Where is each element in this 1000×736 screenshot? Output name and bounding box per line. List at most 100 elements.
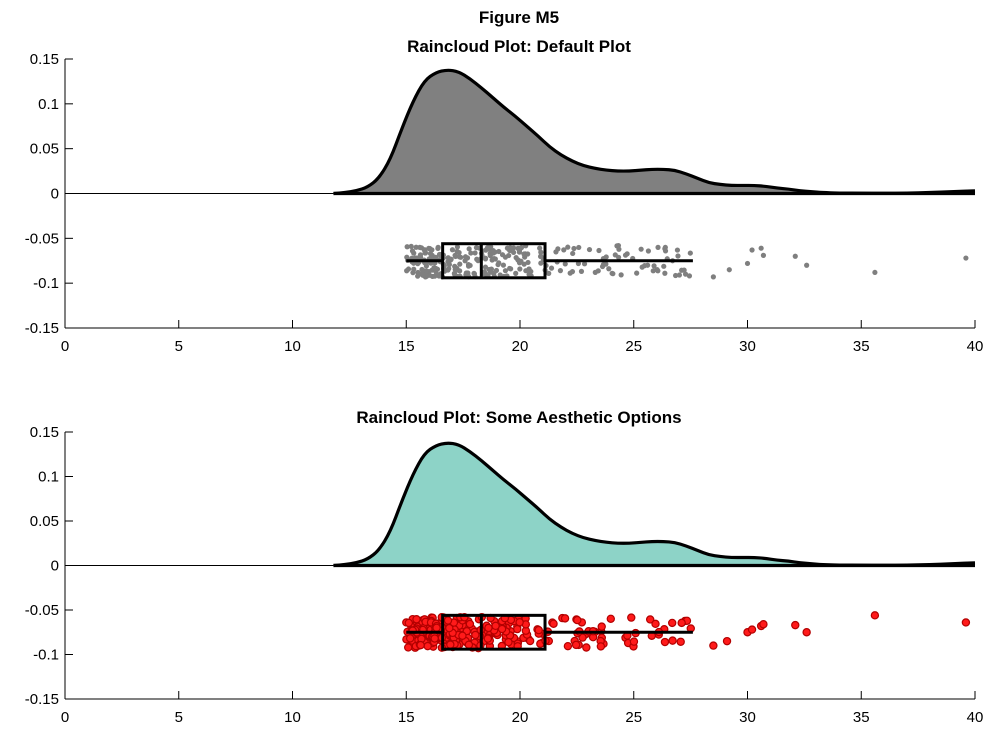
rain-point [496,260,502,266]
rain-point [677,618,686,628]
rain-point [624,251,630,257]
rain-point [668,618,677,628]
rain-point [422,247,428,253]
rain-point [404,244,410,250]
rain-point [462,254,469,260]
rain-point-outlier [791,620,800,630]
x-tick-label: 25 [625,338,642,355]
rain-point [446,261,452,268]
rain-point [609,270,615,276]
rain-point [435,244,441,250]
rain-point [528,268,534,275]
rain-point [507,265,513,272]
rain-point [662,248,669,254]
rain-point-outlier [804,262,810,268]
y-tick-label: -0.15 [25,691,59,708]
rain-point [462,258,468,264]
rain-point [465,270,471,276]
rain-point [548,265,555,271]
rain-point-outlier [792,253,798,259]
rain-point [516,247,523,254]
rain-point-outlier [722,636,732,646]
rain-point [675,253,681,259]
rain-point [603,254,609,260]
rain-point [457,261,463,267]
rain-point [416,254,422,261]
rain-point [645,248,651,254]
rain-point [682,271,689,277]
x-tick-label: 35 [853,709,870,726]
rain-point [468,250,474,256]
rain-point [430,634,439,643]
rain-point-outlier [758,245,764,251]
rain-point [525,636,535,646]
x-tick-label: 15 [398,709,415,726]
y-tick-label: 0.1 [38,96,59,113]
rain-point-outlier [963,255,969,261]
rain-point [465,619,475,629]
rain-point [537,253,544,260]
y-tick-label: -0.15 [25,320,59,337]
box-iqr [441,242,547,280]
rain-point [496,248,502,255]
rain-point [606,266,612,272]
rain-point-outlier [802,628,811,637]
rain-point [557,268,564,274]
rain-point [433,254,439,260]
rain-point [452,252,458,259]
x-tick-label: 20 [512,338,529,355]
rain-point [655,244,661,250]
rain-point-outlier [760,252,767,258]
rain-point-outlier [709,641,718,650]
rain-point [546,270,552,276]
x-tick-label: 10 [284,709,301,726]
raincloud-panel-aesthetic: Raincloud Plot: Some Aesthetic Options -… [25,408,984,726]
rain-point-outlier [870,611,880,620]
y-tick-label: 0.1 [38,469,59,486]
rain-point [446,265,452,272]
rain-point [404,618,413,628]
rain-point [681,267,687,273]
x-tick-label: 40 [967,709,984,726]
rain-point [582,643,591,652]
rain-point [537,245,543,251]
rain-point [474,256,480,262]
rain-point [484,623,493,633]
y-tick-label: 0 [51,558,59,575]
rain-point [618,272,624,278]
rain-point [627,613,636,622]
rain-point [413,244,419,250]
y-tick-label: -0.05 [25,230,59,247]
rain-point [634,270,640,276]
rain-point [629,637,639,646]
rain-point [417,244,423,250]
rain-point [571,640,581,650]
rain-point [570,250,576,257]
density-cloud-outline [333,441,976,568]
rain-point [420,272,427,278]
rain-point [404,643,413,652]
x-tick-label: 30 [739,709,756,726]
rain-point [483,634,493,643]
rain-point [449,247,456,253]
x-tick-label: 10 [284,338,301,355]
rain-point [597,622,606,631]
rain-point [423,641,432,651]
rain-point [473,245,480,251]
rain-point [586,246,593,253]
rain-point [549,619,558,628]
rain-point [676,272,683,278]
rain-point [448,256,454,262]
rain-point [687,250,693,256]
rain-point [454,244,461,250]
raincloud-panel-default: Raincloud Plot: Default Plot -0.15 -0.1 -0… [25,37,984,355]
rain-point [563,641,573,651]
x-tick-label: 0 [61,709,69,726]
rain-point [432,265,439,272]
rain-point-outlier [872,269,878,276]
rain-point [500,262,507,268]
rain-point [569,269,576,275]
rain-point [534,625,543,635]
rain-point [405,266,412,272]
rain-point [571,245,577,252]
